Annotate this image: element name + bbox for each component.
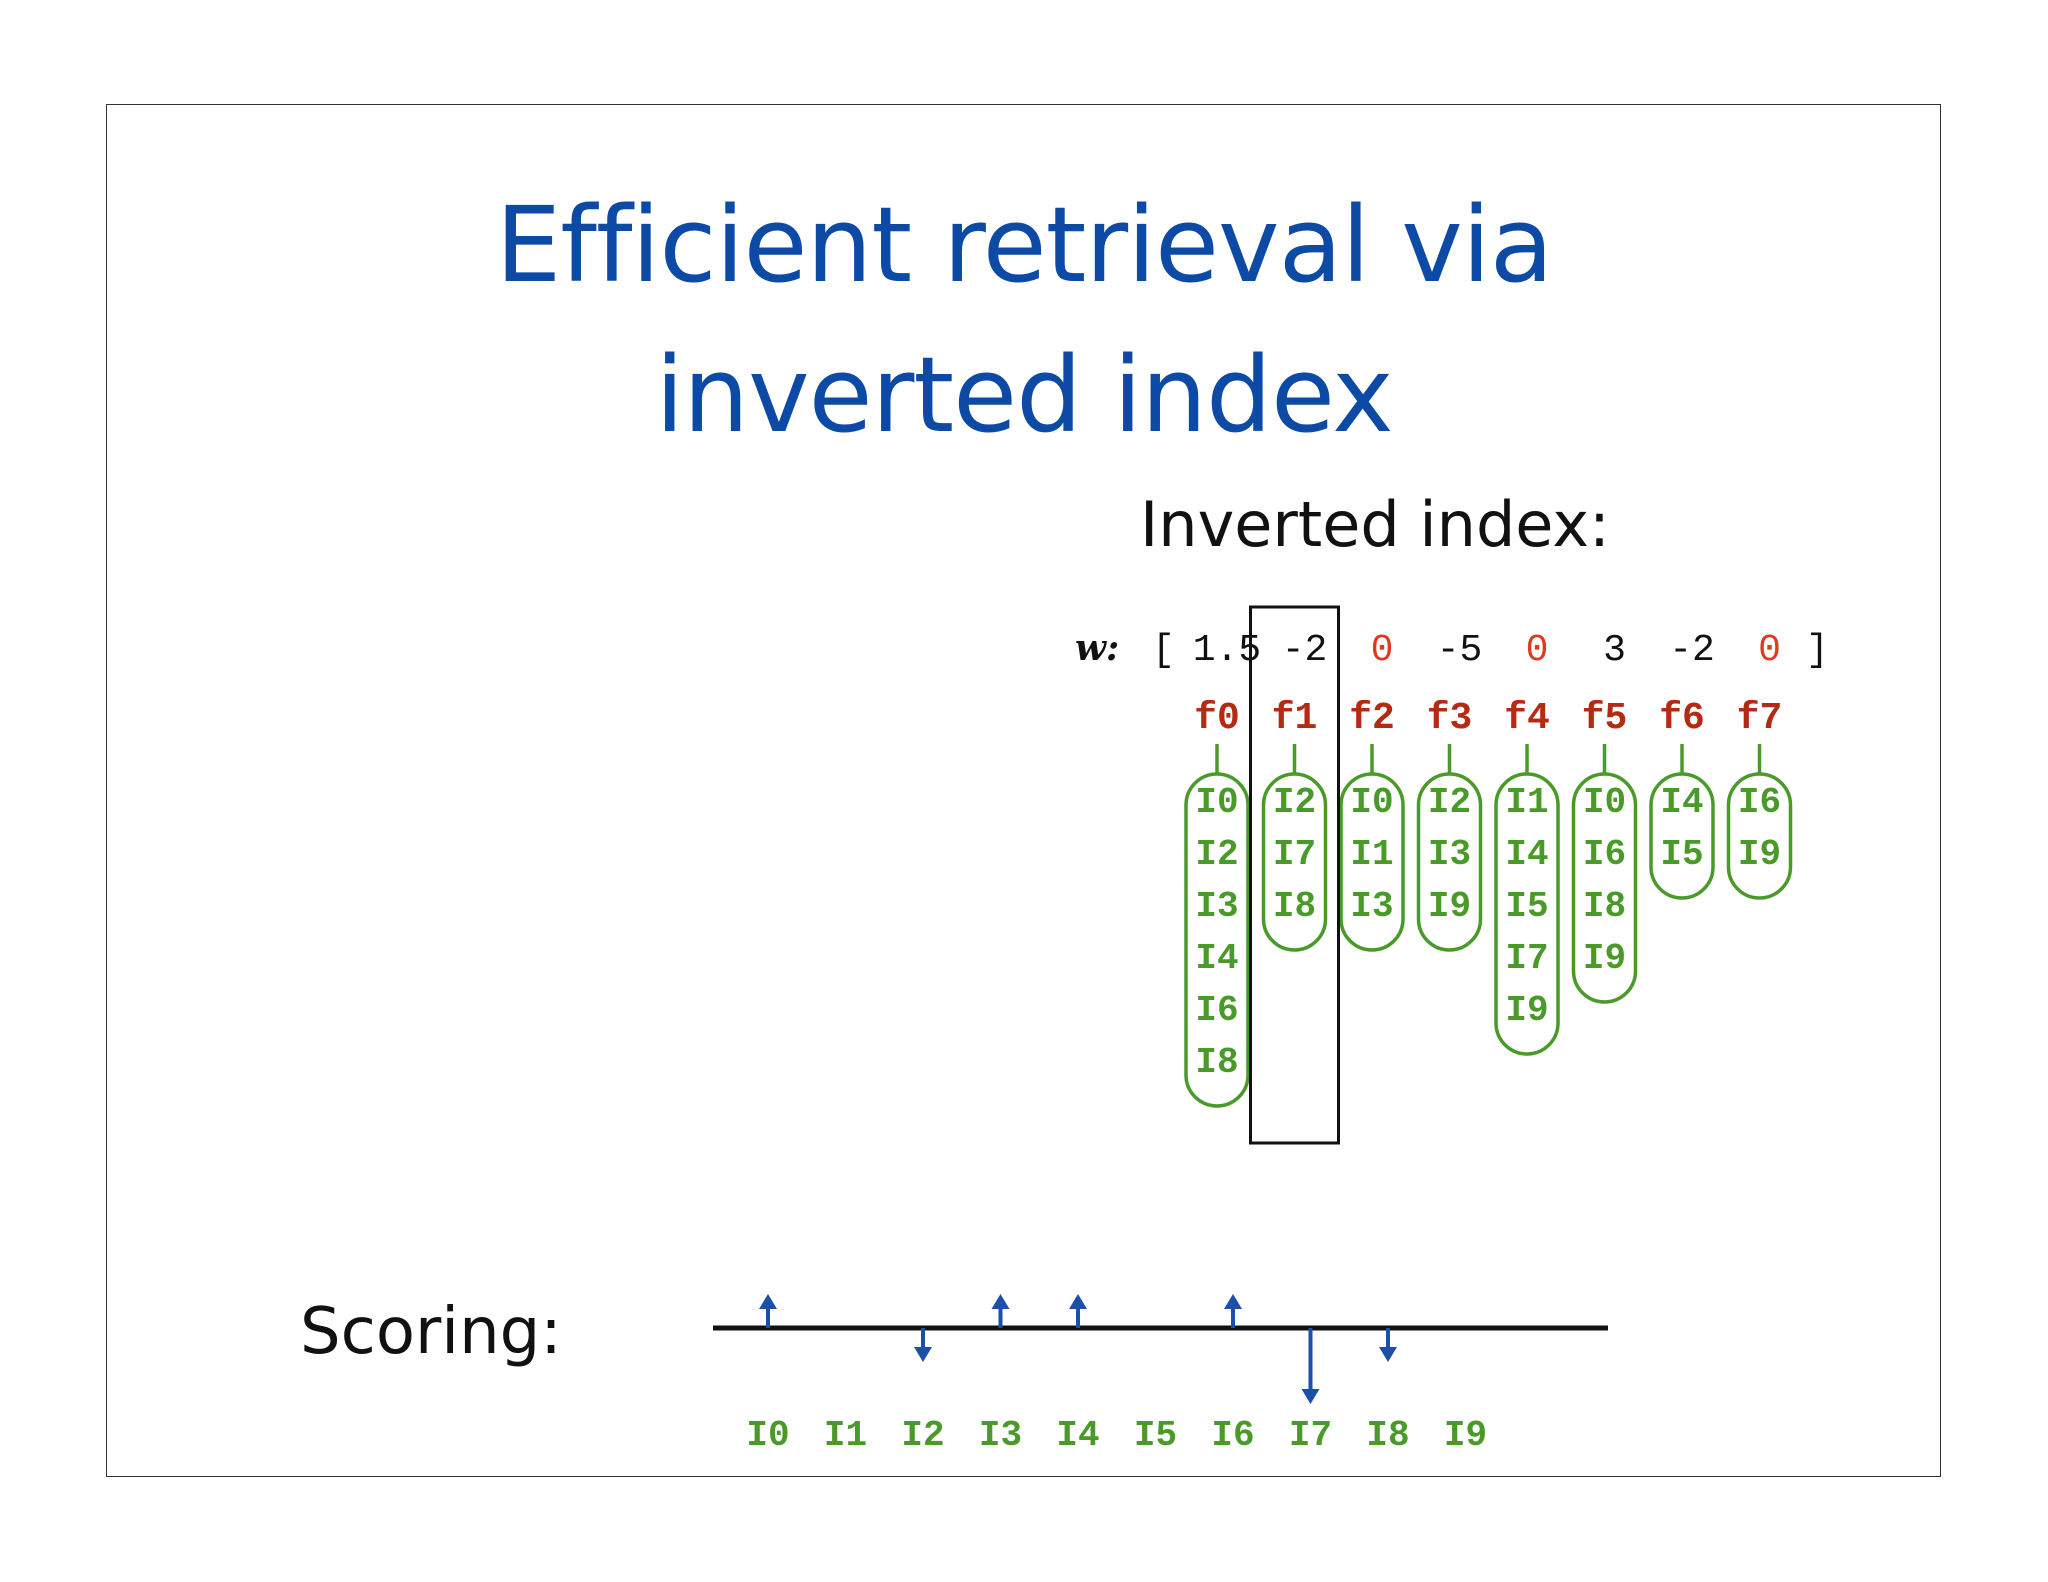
scoring-label: Scoring: (300, 1295, 562, 1369)
posting-item: I3 (1428, 834, 1471, 875)
feature-label-f1: f1 (1272, 697, 1318, 740)
posting-item: I2 (1273, 782, 1316, 823)
scoring-item-label: I7 (1289, 1415, 1332, 1456)
posting-item: I0 (1195, 782, 1238, 823)
weight-vector-prefix: w: (1075, 627, 1119, 669)
posting-item: I8 (1195, 1042, 1238, 1083)
score-arrowhead-I7 (1301, 1389, 1320, 1404)
scoring-item-label: I5 (1134, 1415, 1177, 1456)
slide-title: Efficient retrieval via inverted index (0, 170, 2048, 470)
feature-label-f5: f5 (1582, 697, 1628, 740)
slide-frame (106, 104, 1941, 1477)
feature-label-f4: f4 (1504, 697, 1550, 740)
posting-item: I6 (1583, 834, 1626, 875)
feature-label-f3: f3 (1427, 697, 1473, 740)
title-line-2: inverted index (655, 334, 1393, 456)
score-arrowhead-I0 (759, 1294, 777, 1309)
score-arrowhead-I4 (1069, 1294, 1087, 1309)
posting-item: I6 (1195, 990, 1238, 1031)
feature-label-f0: f0 (1194, 697, 1240, 740)
scoring-item-label: I0 (746, 1415, 789, 1456)
inverted-index-label: Inverted index: (1140, 488, 1610, 561)
posting-item: I1 (1505, 782, 1548, 823)
score-arrowhead-I2 (914, 1347, 932, 1362)
title-line-1: Efficient retrieval via (495, 184, 1554, 306)
posting-item: I7 (1505, 938, 1548, 979)
posting-item: I9 (1505, 990, 1548, 1031)
score-arrowhead-I8 (1379, 1347, 1397, 1362)
posting-item: I1 (1350, 834, 1393, 875)
feature-label-f6: f6 (1659, 697, 1705, 740)
feature-label-f7: f7 (1737, 697, 1783, 740)
weight-open-bracket: [ (1152, 629, 1175, 672)
posting-item: I4 (1195, 938, 1238, 979)
weight-value-1: -2 (1282, 629, 1328, 672)
highlighted-feature-box (1249, 605, 1340, 1145)
scoring-item-label: I1 (824, 1415, 867, 1456)
posting-list-f2 (1339, 772, 1405, 952)
scoring-item-label: I6 (1211, 1415, 1254, 1456)
posting-item: I0 (1350, 782, 1393, 823)
posting-item: I6 (1738, 782, 1781, 823)
scoring-item-label: I3 (979, 1415, 1022, 1456)
scoring-item-label: I9 (1444, 1415, 1487, 1456)
posting-item: I0 (1583, 782, 1626, 823)
posting-item: I5 (1660, 834, 1703, 875)
weight-value-5: 3 (1603, 629, 1626, 672)
weight-close-bracket: ] (1806, 629, 1829, 672)
posting-list-f0 (1184, 772, 1250, 1108)
posting-item: I4 (1505, 834, 1548, 875)
posting-item: I9 (1738, 834, 1781, 875)
posting-item: I3 (1195, 886, 1238, 927)
posting-item: I8 (1583, 886, 1626, 927)
scoring-item-label: I4 (1056, 1415, 1099, 1456)
posting-item: I4 (1660, 782, 1703, 823)
weight-value-4: 0 (1526, 629, 1549, 672)
posting-item: I2 (1428, 782, 1471, 823)
score-arrowhead-I6 (1224, 1294, 1242, 1309)
scoring-item-label: I2 (901, 1415, 944, 1456)
feature-label-f2: f2 (1349, 697, 1395, 740)
score-arrowhead-I3 (991, 1294, 1010, 1309)
posting-list-f5 (1571, 772, 1638, 1004)
posting-list-f6 (1649, 772, 1715, 900)
posting-item: I9 (1428, 886, 1471, 927)
posting-item: I9 (1583, 938, 1626, 979)
posting-list-f1 (1261, 772, 1328, 952)
posting-item: I2 (1195, 834, 1238, 875)
weight-value-2: 0 (1371, 629, 1394, 672)
scoring-item-label: I8 (1366, 1415, 1409, 1456)
weight-value-7: 0 (1758, 629, 1781, 672)
posting-list-f7 (1726, 772, 1793, 900)
weight-value-3: -5 (1437, 629, 1483, 672)
posting-item: I7 (1273, 834, 1316, 875)
posting-item: I5 (1505, 886, 1548, 927)
posting-item: I8 (1273, 886, 1316, 927)
posting-item: I3 (1350, 886, 1393, 927)
posting-list-f4 (1494, 772, 1560, 1056)
weight-value-6: -2 (1669, 629, 1715, 672)
posting-list-f3 (1416, 772, 1483, 952)
